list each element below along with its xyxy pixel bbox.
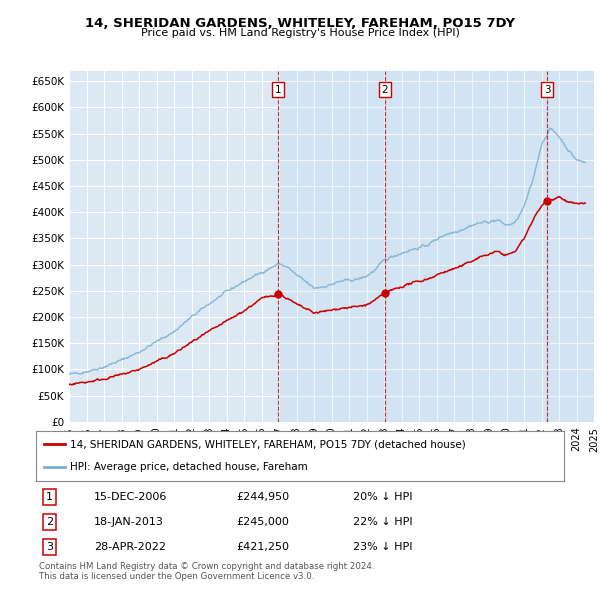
Text: 15-DEC-2006: 15-DEC-2006 (94, 492, 167, 502)
Text: Contains HM Land Registry data © Crown copyright and database right 2024.: Contains HM Land Registry data © Crown c… (39, 562, 374, 571)
Text: 2: 2 (382, 85, 388, 95)
Text: 28-APR-2022: 28-APR-2022 (94, 542, 166, 552)
Text: 20% ↓ HPI: 20% ↓ HPI (353, 492, 412, 502)
Text: 23% ↓ HPI: 23% ↓ HPI (353, 542, 412, 552)
Text: £421,250: £421,250 (236, 542, 290, 552)
Text: 1: 1 (275, 85, 281, 95)
Text: 1: 1 (46, 492, 53, 502)
Text: 14, SHERIDAN GARDENS, WHITELEY, FAREHAM, PO15 7DY (detached house): 14, SHERIDAN GARDENS, WHITELEY, FAREHAM,… (70, 439, 466, 449)
Text: £245,000: £245,000 (236, 517, 290, 527)
Bar (278, 71, 385, 422)
Bar (385, 71, 547, 422)
Text: This data is licensed under the Open Government Licence v3.0.: This data is licensed under the Open Gov… (39, 572, 314, 581)
Text: 3: 3 (544, 85, 550, 95)
Text: Price paid vs. HM Land Registry's House Price Index (HPI): Price paid vs. HM Land Registry's House … (140, 28, 460, 38)
Text: 2: 2 (46, 517, 53, 527)
Text: 18-JAN-2013: 18-JAN-2013 (94, 517, 164, 527)
Text: 14, SHERIDAN GARDENS, WHITELEY, FAREHAM, PO15 7DY: 14, SHERIDAN GARDENS, WHITELEY, FAREHAM,… (85, 17, 515, 30)
Bar (547, 71, 594, 422)
Text: £244,950: £244,950 (236, 492, 290, 502)
Text: 3: 3 (46, 542, 53, 552)
Text: HPI: Average price, detached house, Fareham: HPI: Average price, detached house, Fare… (70, 463, 308, 473)
Text: 22% ↓ HPI: 22% ↓ HPI (353, 517, 412, 527)
